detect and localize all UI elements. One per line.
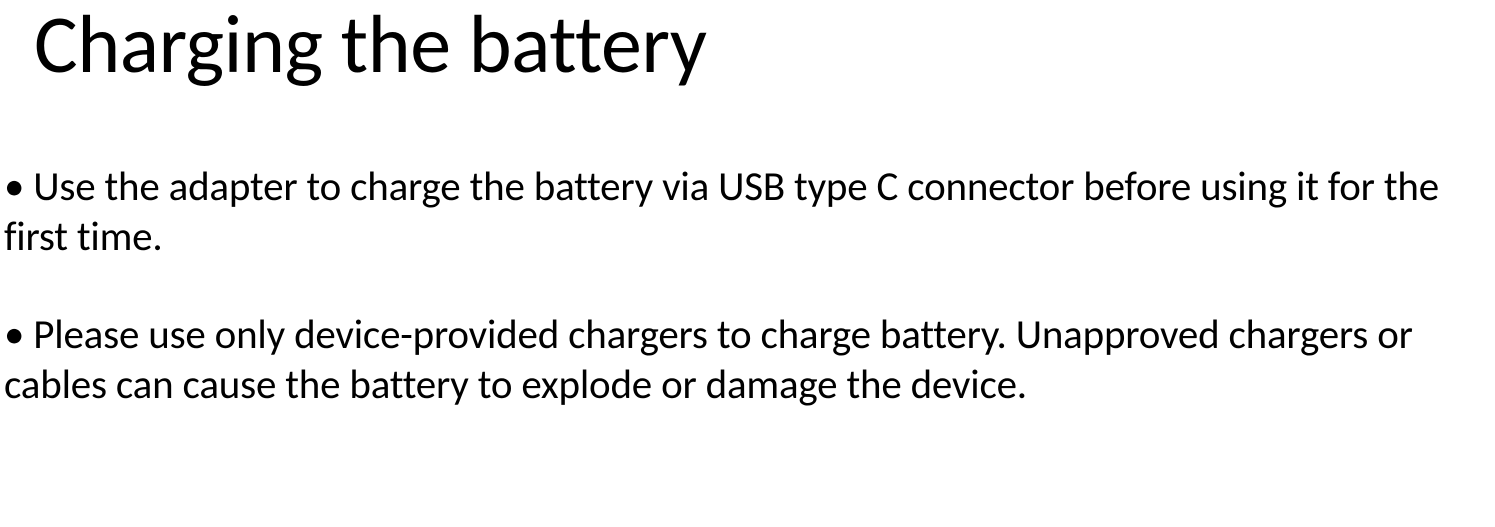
slide-container: Charging the battery • Use the adapter t… [0,0,1495,527]
bullet-item: • Use the adapter to charge the battery … [4,162,1491,262]
bullet-item: • Please use only device-provided charge… [4,310,1491,410]
body-content: • Use the adapter to charge the battery … [0,90,1495,410]
page-title: Charging the battery [0,0,1495,90]
